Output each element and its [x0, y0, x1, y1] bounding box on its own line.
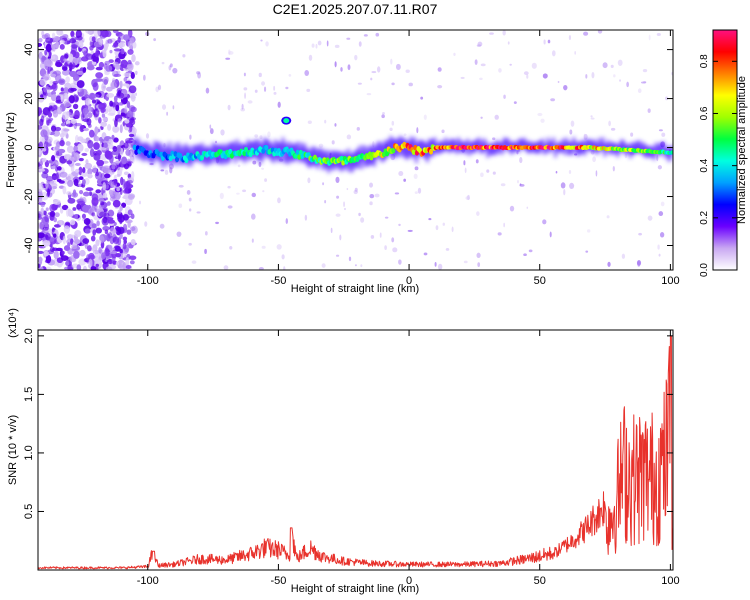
heatmap-ridge — [132, 116, 673, 174]
y-tick-label: -20 — [23, 189, 35, 205]
x-tick-label: -100 — [137, 275, 159, 287]
x-tick-label: -50 — [270, 275, 286, 287]
x-tick-label: 100 — [661, 575, 679, 587]
y-tick-label: 1.0 — [23, 445, 35, 460]
snr-x-axis-label: Height of straight line (km) — [291, 583, 419, 595]
snr-background — [38, 330, 673, 570]
heatmap-y-axis-label: Frequency (Hz) — [5, 112, 17, 188]
x-tick-label: 100 — [661, 275, 679, 287]
snr-x-ticks: -100 -50 0 50 100 — [137, 330, 680, 587]
y-tick-label: 2.0 — [23, 328, 35, 343]
heatmap-noise — [38, 30, 673, 270]
heatmap-y-ticks: -40 -20 0 20 40 — [23, 43, 673, 253]
snr-frame — [37, 329, 674, 571]
colorbar-ticks: 0.0 0.2 0.4 0.6 0.8 — [699, 54, 737, 277]
x-tick-label: -50 — [270, 575, 286, 587]
x-tick-label: 50 — [534, 275, 546, 287]
colorbar-tick-label: 0.2 — [699, 210, 710, 224]
heatmap-x-ticks: -100 -50 0 50 100 — [137, 30, 680, 287]
colorbar-tick-label: 0.8 — [699, 54, 710, 68]
colorbar: 0.0 0.2 0.4 0.6 0.8 Normalized spectral ampl… — [699, 29, 748, 277]
colorbar-tick-label: 0.4 — [699, 158, 710, 172]
colorbar-label: Normalized spectral amplitude — [736, 76, 748, 224]
y-tick-label: 20 — [23, 92, 35, 104]
colorbar-tick-label: 0.6 — [699, 106, 710, 120]
x-tick-label: 50 — [534, 575, 546, 587]
heatmap-frame — [37, 29, 674, 271]
y-tick-label: -40 — [23, 238, 35, 254]
y-tick-label: 0.5 — [23, 504, 35, 519]
colorbar-gradient — [713, 30, 737, 270]
x-tick-label: -100 — [137, 575, 159, 587]
snr-y-multiplier: (x10⁴) — [7, 308, 19, 338]
figure-title: C2E1.2025.207.07.11.R07 — [273, 1, 438, 17]
y-tick-label: 1.5 — [23, 387, 35, 402]
y-tick-label: 40 — [23, 43, 35, 55]
x-tick-label: 0 — [406, 575, 412, 587]
snr-y-axis-label: SNR (10 * v/v) — [7, 415, 19, 485]
snr-series-line — [38, 335, 673, 570]
heatmap-x-axis-label: Height of straight line (km) — [291, 283, 419, 295]
colorbar-tick-label: 0.0 — [699, 263, 710, 277]
snr-panel: -100 -50 0 50 100 0.5 1.0 1.5 2.0 Height of str… — [7, 308, 680, 595]
y-tick-label: 0 — [23, 144, 35, 150]
x-tick-label: 0 — [406, 275, 412, 287]
snr-y-ticks: 0.5 1.0 1.5 2.0 — [23, 328, 673, 519]
heatmap-panel: -100 -50 0 50 100 -40 -20 0 20 40 Height of stra… — [5, 29, 680, 295]
colorbar-frame — [712, 29, 738, 271]
